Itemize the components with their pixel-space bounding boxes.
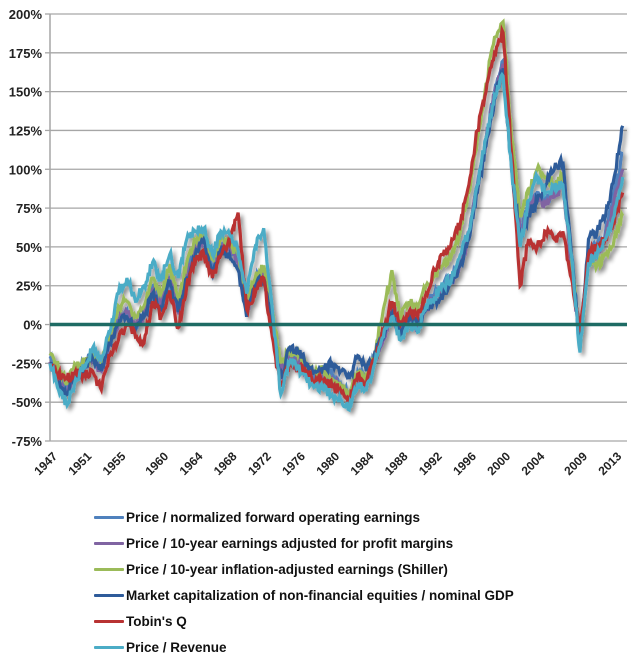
y-tick-label: -50% [12, 395, 43, 410]
chart-canvas: -75% -50% -25% 0% 25% 50% 75% 100% 125% 150% 175% 2… [9, 7, 627, 478]
x-tick-label: 1984 [348, 449, 377, 478]
x-tick-label: 1988 [382, 449, 411, 478]
y-tick-label: -75% [12, 434, 43, 449]
series-line-5 [49, 24, 625, 409]
x-tick-label: 1951 [66, 449, 95, 478]
legend-label: Market capitalization of non-financial e… [126, 587, 514, 603]
x-tick-label: 1972 [245, 449, 274, 478]
y-tick-label: 75% [16, 201, 42, 216]
x-tick-label: 2009 [561, 449, 590, 478]
legend-label: Tobin's Q [126, 613, 187, 629]
x-tick-label: 1960 [142, 449, 171, 478]
y-tick-label: -25% [12, 356, 43, 371]
x-tick-label: 1992 [416, 449, 445, 478]
y-tick-label: 25% [16, 279, 42, 294]
series-line-3 [48, 18, 625, 401]
x-tick-label: 1968 [211, 449, 240, 478]
legend-label: Price / 10-year inflation-adjusted earni… [126, 561, 448, 577]
legend-swatch [94, 593, 124, 597]
legend-item: Price / 10-year inflation-adjusted earni… [94, 556, 514, 582]
legend-item: Tobin's Q [94, 608, 514, 634]
legend-item: Price / normalized forward operating ear… [94, 504, 514, 530]
y-tick-label: 100% [9, 162, 43, 177]
x-tick-label: 2004 [519, 449, 548, 478]
x-tick-label: 1947 [31, 449, 60, 478]
x-axis-ticks: 1947 1951 1955 1960 1964 1968 1972 1976 1980 1984… [31, 449, 624, 478]
legend-label: Price / 10-year earnings adjusted for pr… [126, 535, 454, 551]
x-tick-label: 1955 [100, 449, 129, 478]
x-tick-label: 1996 [450, 449, 479, 478]
legend-item: Price / Revenue [94, 634, 514, 660]
x-tick-label: 1980 [313, 449, 342, 478]
series-line-4 [49, 68, 625, 400]
legend-swatch [94, 567, 124, 571]
y-axis-ticks: -75% -50% -25% 0% 25% 50% 75% 100% 125% 150% 175% 2… [9, 7, 43, 449]
y-tick-label: 200% [9, 7, 43, 22]
y-tick-label: 175% [9, 46, 43, 61]
x-tick-label: 1964 [177, 449, 206, 478]
legend-swatch [94, 645, 124, 649]
y-tick-label: 0% [23, 318, 42, 333]
legend-swatch [94, 515, 124, 519]
series-lines [48, 18, 625, 413]
x-tick-label: 1976 [279, 449, 308, 478]
series-line-2 [48, 63, 625, 403]
y-tick-label: 125% [9, 123, 43, 138]
x-tick-label: 2000 [484, 449, 513, 478]
x-tick-label: 2013 [596, 449, 625, 478]
y-tick-label: 150% [9, 85, 43, 100]
legend-label: Price / normalized forward operating ear… [126, 509, 421, 525]
series-line-1 [48, 56, 624, 400]
series-line-6 [48, 71, 625, 413]
y-tick-label: 50% [16, 240, 42, 255]
legend-item: Price / 10-year earnings adjusted for pr… [94, 530, 514, 556]
legend-label: Price / Revenue [126, 639, 227, 655]
legend-swatch [94, 541, 124, 545]
legend: Price / normalized forward operating ear… [94, 504, 514, 660]
legend-swatch [94, 619, 124, 623]
legend-item: Market capitalization of non-financial e… [94, 582, 514, 608]
